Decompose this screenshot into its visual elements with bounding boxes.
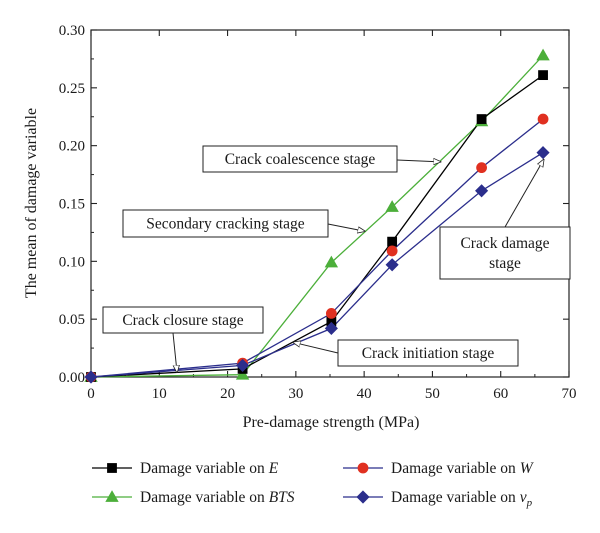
legend-marker-triangle bbox=[105, 490, 119, 502]
annotation-arrow bbox=[396, 160, 441, 162]
series-line-triangle bbox=[90, 54, 544, 378]
series-line-circle bbox=[90, 118, 544, 378]
legend-marker-circle bbox=[357, 462, 369, 474]
annotation-box bbox=[337, 339, 519, 367]
y-tick-label: 0.10 bbox=[59, 254, 85, 270]
data-point-square bbox=[476, 114, 487, 124]
data-point-diamond bbox=[84, 370, 98, 384]
legend-label: Damage variable on BTS bbox=[140, 489, 295, 506]
annotation-text: stage bbox=[489, 255, 521, 272]
legend-marker-square bbox=[107, 463, 117, 473]
x-tick-label: 20 bbox=[220, 386, 235, 402]
y-axis-title: The mean of damage variable bbox=[23, 108, 40, 298]
annotation-text: Crack coalescence stage bbox=[225, 151, 376, 168]
annotation: Crack damage stage bbox=[439, 160, 571, 280]
x-tick-label: 30 bbox=[288, 386, 303, 402]
legend-label: Damage variable on E bbox=[140, 460, 279, 477]
data-point-square bbox=[538, 70, 548, 81]
data-point-triangle bbox=[235, 367, 250, 380]
annotation: Crack coalescence stage bbox=[202, 145, 441, 173]
y-tick-label: 0.20 bbox=[59, 139, 85, 155]
annotation-box bbox=[122, 209, 329, 238]
annotation-text: Secondary cracking stage bbox=[146, 216, 304, 233]
y-tick-label: 0.30 bbox=[59, 23, 85, 39]
annotation: Crack closure stage bbox=[102, 306, 264, 372]
x-tick-label: 10 bbox=[152, 386, 167, 402]
legend-item: Damage variable on E bbox=[92, 460, 279, 477]
x-tick-label: 70 bbox=[562, 386, 577, 402]
data-point-square bbox=[387, 236, 398, 247]
x-tick-label: 0 bbox=[87, 386, 95, 402]
annotation: Secondary cracking stage bbox=[122, 209, 365, 238]
x-tick-label: 40 bbox=[357, 386, 372, 402]
x-tick-label: 60 bbox=[493, 386, 508, 402]
data-point-diamond bbox=[536, 146, 550, 160]
y-tick-label: 0.15 bbox=[59, 197, 85, 213]
annotation-box bbox=[439, 226, 571, 280]
legend-item: Damage variable on W bbox=[343, 460, 535, 477]
annotation-text: Crack initiation stage bbox=[362, 345, 495, 362]
y-tick-label: 0.25 bbox=[59, 81, 85, 97]
y-tick-label: 0.00 bbox=[59, 370, 85, 386]
annotation: Crack initiation stage bbox=[293, 339, 519, 367]
y-tick-label: 0.05 bbox=[59, 312, 85, 328]
x-axis-title: Pre-damage strength (MPa) bbox=[243, 414, 420, 431]
legend-label: Damage variable on vp bbox=[391, 489, 533, 509]
annotation-text: Crack damage bbox=[460, 235, 549, 252]
data-point-triangle bbox=[324, 255, 339, 268]
legend-item: Damage variable on vp bbox=[343, 489, 533, 509]
annotation-box bbox=[102, 306, 264, 334]
legend: Damage variable on E Damage variable on W… bbox=[92, 460, 535, 509]
data-point-diamond bbox=[236, 358, 250, 372]
annotation-arrow bbox=[327, 223, 365, 231]
data-point-triangle bbox=[536, 48, 550, 61]
annotation-arrow bbox=[173, 332, 177, 372]
data-point-diamond bbox=[385, 258, 399, 272]
data-point-circle bbox=[325, 307, 337, 319]
x-tick-label: 50 bbox=[425, 386, 440, 402]
data-point-circle bbox=[537, 113, 549, 125]
data-point-diamond bbox=[324, 321, 338, 335]
data-point-circle bbox=[476, 162, 487, 174]
data-point-circle bbox=[386, 245, 398, 257]
legend-marker-diamond bbox=[356, 490, 370, 504]
annotation-text: Crack closure stage bbox=[122, 312, 243, 329]
data-point-triangle bbox=[385, 200, 399, 212]
annotation-arrow bbox=[293, 342, 339, 354]
series-line-diamond bbox=[90, 152, 544, 378]
legend-item: Damage variable on BTS bbox=[92, 489, 295, 506]
legend-label: Damage variable on W bbox=[391, 460, 535, 477]
annotation-box bbox=[202, 145, 398, 173]
data-point-diamond bbox=[475, 184, 489, 198]
annotation-arrow bbox=[504, 160, 544, 228]
